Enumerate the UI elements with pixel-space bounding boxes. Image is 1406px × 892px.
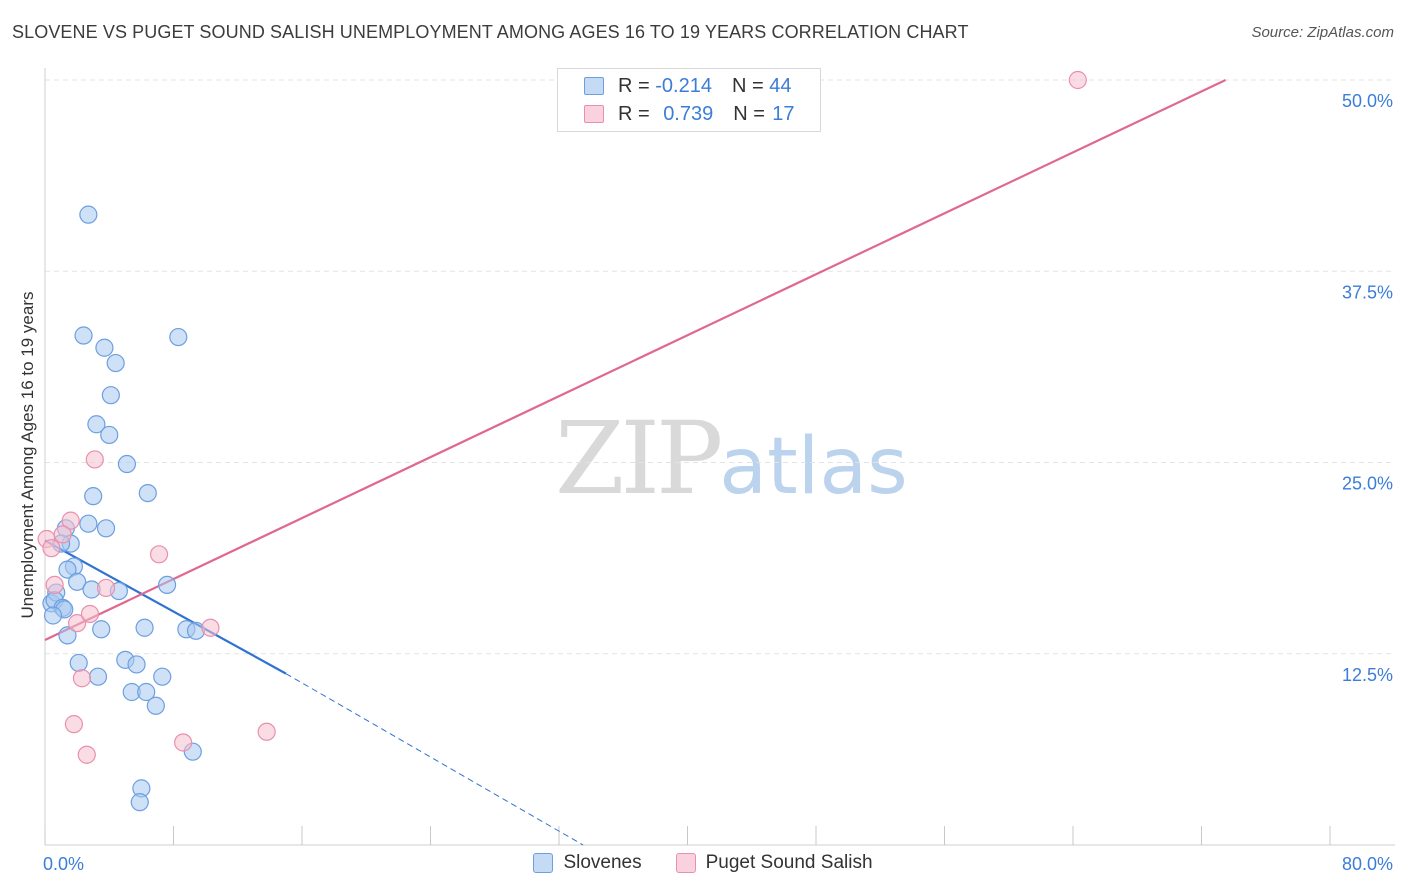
series-legend: Slovenes Puget Sound Salish (0, 852, 1406, 874)
zipatlas-watermark: ZIPatlas (555, 400, 908, 517)
salish-point (64, 715, 84, 734)
slovenes-point (100, 425, 119, 445)
slovenes-point (157, 575, 177, 595)
slovenes-point (138, 484, 157, 503)
legend-n-label: N = (731, 74, 764, 97)
slovenes-point (87, 415, 106, 434)
legend-row-salish: R = 0.739 N = 17 (584, 101, 795, 127)
y-tick-label: 12.5% (1342, 665, 1393, 685)
salish-point (53, 525, 72, 544)
slovenes-point (95, 338, 114, 357)
trend-lines (44, 79, 1227, 846)
slovenes-point (153, 667, 172, 686)
slovenes-point (69, 653, 88, 673)
y-tick-label: 25.0% (1342, 474, 1393, 494)
salish-legend-swatch (675, 853, 696, 873)
slovenes-point (84, 487, 103, 506)
slovenes-point (146, 696, 165, 715)
salish-point (61, 511, 80, 530)
slovenes-swatch (584, 77, 604, 95)
correlation-legend: R = -0.214 N = 44 R = 0.739 N = 17 (557, 68, 821, 132)
salish-point (45, 575, 64, 595)
slovenes-point (43, 606, 63, 625)
salish-point (257, 722, 276, 741)
watermark-zip: ZIP (555, 400, 723, 517)
y-tick-label: 37.5% (1342, 282, 1393, 302)
slovenes-point (96, 519, 116, 538)
salish-swatch (584, 105, 604, 123)
slovenes-point (74, 326, 93, 345)
salish-point (42, 539, 61, 558)
tick-labels: 12.5% 25.0% 37.5% 50.0% 0.0% 80.0% (43, 91, 1393, 874)
watermark-atlas: atlas (719, 422, 908, 512)
source-label: Source: ZipAtlas.com (1251, 24, 1394, 41)
slovenes-point (101, 386, 120, 405)
legend-n-value-slovenes: 44 (769, 74, 792, 97)
trendline-slovenes (44, 539, 287, 675)
legend-item-salish[interactable]: Puget Sound Salish (675, 852, 873, 874)
slovenes-point (137, 682, 156, 702)
salish-point (68, 614, 87, 633)
slovenes-point (130, 793, 149, 812)
trendline-extension-slovenes (285, 673, 584, 846)
y-axis-label: Unemployment Among Ages 16 to 19 years (18, 291, 37, 619)
salish-point (174, 733, 193, 752)
slovenes-point (58, 560, 77, 579)
slovenes-point (88, 667, 108, 686)
data-points (37, 70, 1087, 812)
slovenes-legend-swatch (533, 853, 554, 873)
chart-title: SLOVENE VS PUGET SOUND SALISH UNEMPLOYME… (12, 22, 969, 42)
legend-r-label: R = (618, 102, 650, 125)
salish-point (85, 450, 104, 469)
slovenes-point (127, 655, 146, 674)
salish-point (96, 578, 116, 598)
legend-r-value-salish: 0.739 (663, 102, 714, 125)
slovenes-point (58, 626, 77, 645)
slovenes-point (92, 620, 111, 639)
slovenes-point (106, 353, 125, 373)
salish-point (149, 545, 169, 564)
slovenes-point (79, 514, 98, 533)
x-tick-label: 0.0% (43, 854, 84, 874)
legend-r-value-slovenes: -0.214 (655, 74, 712, 97)
legend-label-slovenes: Slovenes (563, 852, 642, 873)
slovenes-point (79, 205, 98, 224)
legend-label-salish: Puget Sound Salish (705, 852, 873, 873)
salish-point (1068, 70, 1087, 90)
legend-n-label: N = (733, 102, 765, 125)
legend-item-slovenes[interactable]: Slovenes (533, 852, 642, 874)
axes (44, 68, 1395, 846)
salish-point (72, 669, 92, 688)
salish-point (77, 745, 96, 764)
salish-point (201, 618, 220, 637)
grid-lines (45, 79, 1395, 655)
trendline-salish (44, 79, 1227, 641)
legend-row-slovenes: R = -0.214 N = 44 (584, 73, 791, 99)
slovenes-point (117, 454, 137, 474)
slovenes-point (135, 618, 154, 637)
legend-r-label: R = (618, 74, 650, 97)
legend-n-value-salish: 17 (772, 102, 795, 125)
salish-point (80, 604, 100, 624)
y-tick-label: 50.0% (1342, 91, 1393, 111)
slovenes-point (68, 572, 87, 591)
slovenes-point (169, 327, 188, 347)
x-tick-label: 80.0% (1342, 854, 1393, 874)
